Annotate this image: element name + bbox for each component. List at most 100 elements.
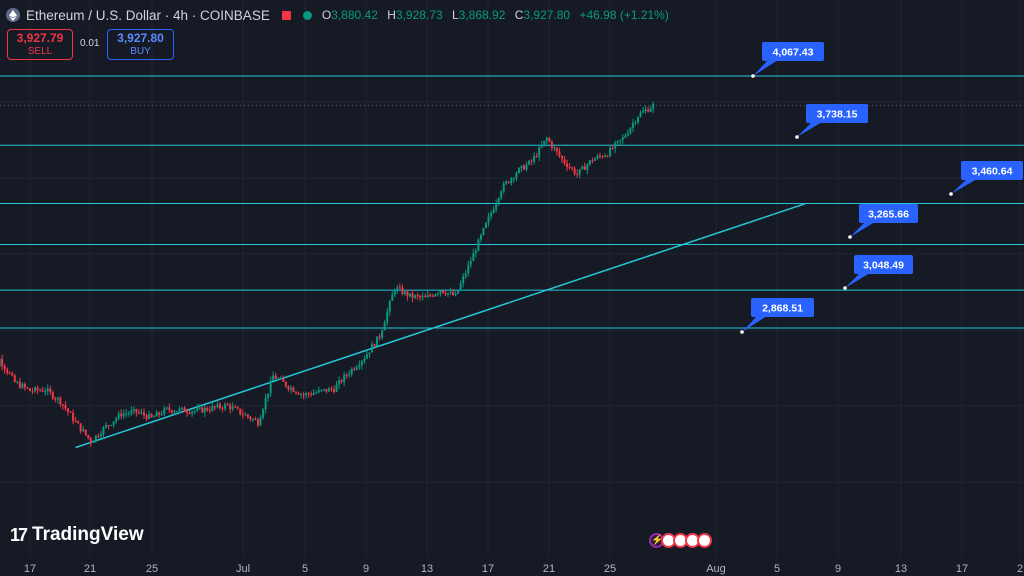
candle-body [363,358,366,362]
candle-body [411,293,414,298]
candle-body [125,413,128,415]
callout-label: 3,265.66 [868,209,909,221]
candle-body [383,322,386,331]
candle-body [54,398,57,400]
candle-body [26,387,29,389]
candle-body [487,216,490,223]
candle-body [196,408,199,411]
candle-body [365,354,368,359]
candle-body [621,137,624,140]
candle-body [92,441,95,443]
candle-body [353,368,356,370]
candle-body [419,295,422,298]
buy-button[interactable]: 3,927.80 BUY [107,29,174,60]
candle-body [507,181,510,183]
candle-body [548,138,551,142]
candle-body [249,416,252,420]
candle-body [345,374,348,376]
candle-body [257,419,259,426]
tradingview-logo-icon: 17 [10,524,28,545]
x-tick-label: 5 [302,563,308,575]
candle-body [543,140,546,146]
candle-body [449,291,452,293]
us-flag-icon[interactable] [697,533,712,548]
economic-events[interactable]: ⚡ [649,533,712,548]
candle-body [140,412,143,414]
candle-body [105,425,107,428]
candle-body [378,336,381,338]
candle-body [642,111,645,113]
candle-body [61,404,64,406]
lightning-icon[interactable]: ⚡ [649,533,664,548]
candle-body [515,173,518,179]
candle-body [631,123,634,128]
candle-body [327,388,330,392]
candle-body [241,414,244,416]
candle-body [201,407,204,413]
candle-body [553,147,556,149]
candle-body [272,375,275,381]
candle-body [644,109,647,112]
candle-body [132,409,135,411]
flag-icon[interactable] [281,10,291,20]
candle-body [396,287,399,291]
candle-body [188,412,191,414]
candle-body [545,138,548,141]
candle-body [588,160,591,165]
candle-body [381,330,384,338]
candle-body [593,158,596,161]
chart-header: Ethereum / U.S. Dollar · 4h · COINBASE O… [6,6,669,24]
candle-body [115,418,118,422]
candle-body [23,384,26,388]
candle-body [409,293,411,297]
candle-body [259,417,262,426]
tradingview-logo[interactable]: 17 TradingView [10,524,144,546]
change-value: +46.98 (+1.21%) [579,8,669,22]
candle-body [348,373,351,376]
candle-body [186,412,189,414]
candle-body [203,407,206,413]
sell-button[interactable]: 3,927.79 SELL [7,29,73,60]
candles [0,101,655,447]
candle-body [39,390,42,392]
candle-body [325,389,328,392]
callout-label: 2,868.51 [762,303,803,315]
candle-body [302,394,305,396]
x-tick-label: Jul [236,563,250,575]
candle-body [609,147,612,157]
level-lines[interactable] [0,75,1024,329]
candle-body [403,291,406,295]
candle-body [398,287,401,289]
level-callouts[interactable]: 4,067.43 3,738.15 3,460.64 3,265.66 3,048.49… [740,42,1023,334]
candle-body [457,290,460,294]
candle-body [160,414,163,416]
callout-anchor [795,135,799,139]
candle-body [647,109,650,112]
candle-body [490,212,493,217]
candle-body [528,160,531,165]
candle-body [371,344,373,353]
callout-label: 4,067.43 [773,47,814,59]
candle-body [611,147,614,149]
candle-body [482,228,485,235]
candle-body [637,116,639,123]
candle-body [224,404,227,409]
candle-body [21,384,24,388]
candle-body [591,160,594,162]
candle-body [586,164,589,170]
symbol-title[interactable]: Ethereum / U.S. Dollar · 4h · COINBASE [26,7,270,23]
candle-body [472,253,475,262]
candle-body [604,155,607,158]
candle-body [596,155,599,159]
candle-body [229,404,232,410]
candle-body [474,251,477,254]
candle-body [41,390,44,392]
candle-body [181,407,183,409]
candle-body [520,165,523,169]
candle-body [64,405,67,409]
candle-body [360,361,363,366]
candle-body [555,147,558,152]
candle-body [333,389,335,392]
candle-body [284,381,287,387]
